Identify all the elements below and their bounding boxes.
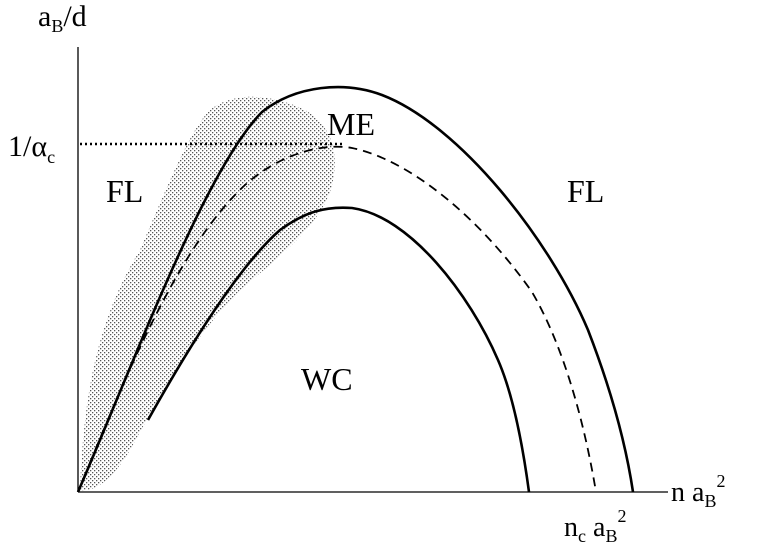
region-fl-right: FL [567,173,604,209]
critical-dashed-boundary [77,145,597,493]
inner-phase-boundary [146,206,531,493]
region-fl-left: FL [106,173,143,209]
alpha-c-label: 1/αc [8,130,55,167]
nc-label: nc aB2 [564,506,626,546]
region-wc: WC [301,361,353,397]
region-me: ME [327,106,375,142]
y-axis-label: aB/d [38,0,87,36]
outer-phase-boundary [76,85,635,493]
shaded-crossover-region [80,96,335,491]
x-axis-label: n aB2 [671,471,725,511]
